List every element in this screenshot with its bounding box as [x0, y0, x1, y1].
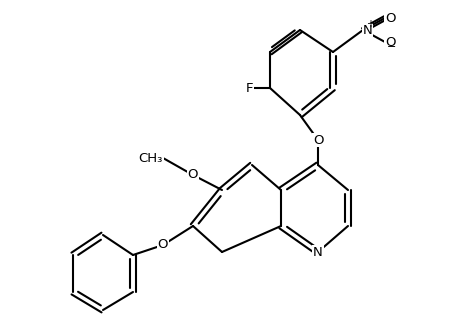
Text: F: F [246, 82, 253, 95]
Text: O: O [385, 35, 396, 48]
Text: O: O [188, 169, 198, 181]
Text: +: + [366, 19, 374, 29]
Text: O: O [158, 239, 168, 252]
Text: O: O [313, 133, 323, 147]
Text: −: − [387, 42, 397, 52]
Text: CH₃: CH₃ [138, 151, 163, 165]
Text: N: N [363, 24, 373, 36]
Text: N: N [313, 246, 323, 258]
Text: O: O [385, 12, 396, 24]
